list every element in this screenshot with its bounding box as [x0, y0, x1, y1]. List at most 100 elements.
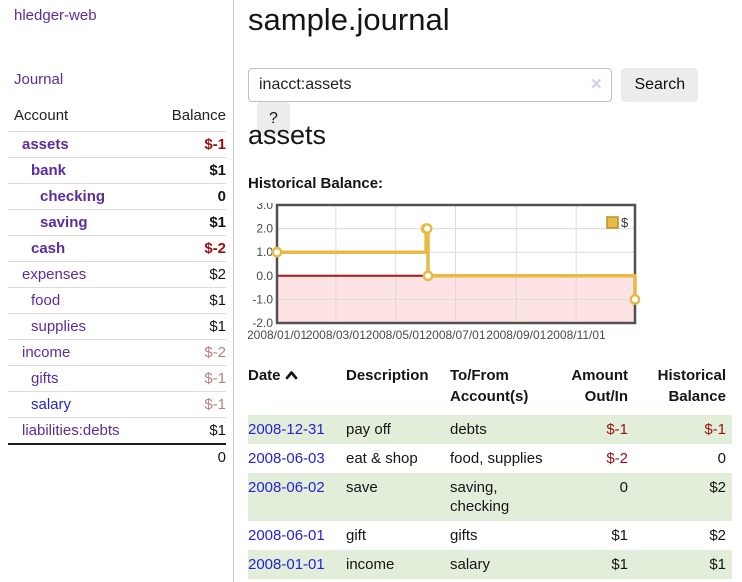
- account-row: expenses $2: [8, 261, 226, 288]
- sidebar-account-link[interactable]: supplies: [31, 318, 87, 335]
- data-point-marker[interactable]: [271, 246, 283, 258]
- transaction-date-link[interactable]: 2008-12-31: [248, 421, 325, 438]
- y-tick-label: 0.0: [256, 269, 273, 283]
- account-balance-cell: $-1: [149, 131, 226, 158]
- account-name-cell: saving: [8, 209, 150, 236]
- account-row: gifts $-1: [8, 365, 226, 392]
- account-row: bank $1: [8, 157, 226, 184]
- filtered-account-heading: assets: [248, 120, 327, 150]
- register-header-balance: Historical Balance: [657, 367, 726, 405]
- sidebar-account-link[interactable]: expenses: [22, 266, 87, 283]
- account-balance-cell: $1: [149, 313, 226, 340]
- data-point-marker[interactable]: [629, 294, 641, 305]
- register-amount-cell: $1: [611, 556, 628, 573]
- data-point-marker[interactable]: [421, 223, 433, 235]
- register-description-cell: gift: [346, 527, 367, 544]
- register-description-cell: save: [346, 479, 378, 496]
- x-tick-label: 2008/03/01: [306, 328, 366, 342]
- register-date-cell: 2008-06-02: [248, 473, 346, 521]
- data-point-marker[interactable]: [422, 270, 434, 282]
- register-header-row: Date Description To/From Account(s) Amou…: [248, 362, 732, 415]
- help-button[interactable]: ?: [257, 102, 290, 136]
- account-name-cell: expenses: [8, 261, 150, 288]
- transaction-date-link[interactable]: 2008-06-02: [248, 479, 325, 496]
- register-date-cell: 2008-01-01: [248, 550, 346, 579]
- sort-ascending-icon: [285, 365, 298, 386]
- sidebar-item-journal[interactable]: Journal: [14, 71, 64, 88]
- register-row: 2008-06-01 gift gifts $1 $2: [248, 521, 732, 550]
- account-balance-cell: $-2: [149, 339, 226, 366]
- page-title: sample.journal: [248, 2, 450, 37]
- register-accounts-cell: gifts: [450, 527, 478, 544]
- account-name-cell: income: [8, 339, 150, 366]
- account-balance-cell: $-1: [149, 365, 226, 392]
- transaction-date-link[interactable]: 2008-06-03: [248, 450, 325, 467]
- register-table: Date Description To/From Account(s) Amou…: [248, 362, 732, 579]
- account-name-cell: checking: [8, 183, 150, 210]
- register-balance-cell: $2: [709, 479, 726, 496]
- account-balance-cell: 0: [149, 183, 226, 210]
- balance-chart-svg: 3.0 2.0 1.0 0.0 -1.0 -2.02008/01/012008/03/01…: [247, 198, 641, 342]
- transaction-date-link[interactable]: 2008-01-01: [248, 556, 325, 573]
- legend-label: $: [621, 215, 629, 230]
- sidebar: hledger-web Journal Account Balance asse…: [0, 0, 234, 582]
- clear-search-icon[interactable]: ✕: [590, 76, 603, 93]
- account-row: liabilities:debts $1: [8, 417, 226, 445]
- account-balance-cell: $1: [149, 157, 226, 184]
- register-header-accounts: To/From Account(s): [450, 367, 529, 405]
- account-name-cell: supplies: [8, 313, 150, 340]
- search-input[interactable]: [248, 68, 612, 102]
- account-row: checking 0: [8, 183, 226, 210]
- register-balance-cell: $1: [709, 556, 726, 573]
- register-row: 2008-06-03 eat & shop food, supplies $-2 0: [248, 444, 732, 473]
- register-row: 2008-12-31 pay off debts $-1 $-1: [248, 415, 732, 444]
- sidebar-account-link[interactable]: cash: [31, 240, 66, 257]
- app-title-link[interactable]: hledger-web: [14, 7, 97, 24]
- sidebar-account-link[interactable]: checking: [40, 188, 106, 205]
- x-tick-label: 2008/11/01: [547, 328, 606, 342]
- account-name-cell: salary: [8, 391, 150, 418]
- sidebar-account-link[interactable]: income: [22, 344, 71, 361]
- register-amount-cell: $-2: [606, 450, 628, 467]
- register-accounts-cell: food, supplies: [450, 450, 543, 467]
- register-description-cell: income: [346, 556, 395, 573]
- y-tick-label: 1.0: [256, 245, 273, 259]
- register-header-description: Description: [346, 367, 429, 384]
- account-row: assets $-1: [8, 131, 226, 158]
- sidebar-total-row: 0: [8, 443, 226, 470]
- search-button[interactable]: Search: [621, 68, 699, 102]
- account-name-cell: liabilities:debts: [8, 417, 150, 445]
- date-header-label: Date: [248, 367, 281, 384]
- account-balance-cell: $-1: [149, 391, 226, 418]
- sidebar-account-link[interactable]: food: [31, 292, 61, 309]
- total-spacer-cell: [8, 443, 150, 470]
- account-row: saving $1: [8, 209, 226, 236]
- register-accounts-cell: salary: [450, 556, 491, 573]
- register-row: 2008-06-02 save saving, checking 0 $2: [248, 473, 732, 521]
- y-tick-label: -2.0: [252, 316, 273, 330]
- register-accounts-cell: saving, checking: [450, 479, 510, 515]
- chart-title: Historical Balance:: [248, 175, 384, 192]
- account-balance-cell: $1: [149, 417, 226, 445]
- sidebar-account-link[interactable]: assets: [22, 136, 69, 153]
- sidebar-account-link[interactable]: saving: [40, 214, 88, 231]
- register-amount-cell: $1: [611, 527, 628, 544]
- account-balance-cell: $1: [149, 209, 226, 236]
- sidebar-account-link[interactable]: bank: [31, 162, 67, 179]
- register-description-cell: pay off: [346, 421, 391, 438]
- sidebar-account-link[interactable]: gifts: [31, 370, 59, 387]
- account-name-cell: assets: [8, 131, 150, 158]
- y-tick-label: 2.0: [256, 222, 273, 236]
- register-description-cell: eat & shop: [346, 450, 418, 467]
- register-balance-cell: $2: [709, 527, 726, 544]
- transaction-date-link[interactable]: 2008-06-01: [248, 527, 325, 544]
- register-header-amount: Amount Out/In: [571, 367, 628, 405]
- account-name-cell: gifts: [8, 365, 150, 392]
- account-row: supplies $1: [8, 313, 226, 340]
- balance-column-header: Balance: [149, 103, 226, 132]
- plot-border: [275, 203, 637, 325]
- sidebar-account-link[interactable]: salary: [31, 396, 72, 413]
- register-header-date: Date: [248, 362, 346, 415]
- account-balance-cell: $2: [149, 261, 226, 288]
- sidebar-account-link[interactable]: liabilities:debts: [22, 422, 120, 439]
